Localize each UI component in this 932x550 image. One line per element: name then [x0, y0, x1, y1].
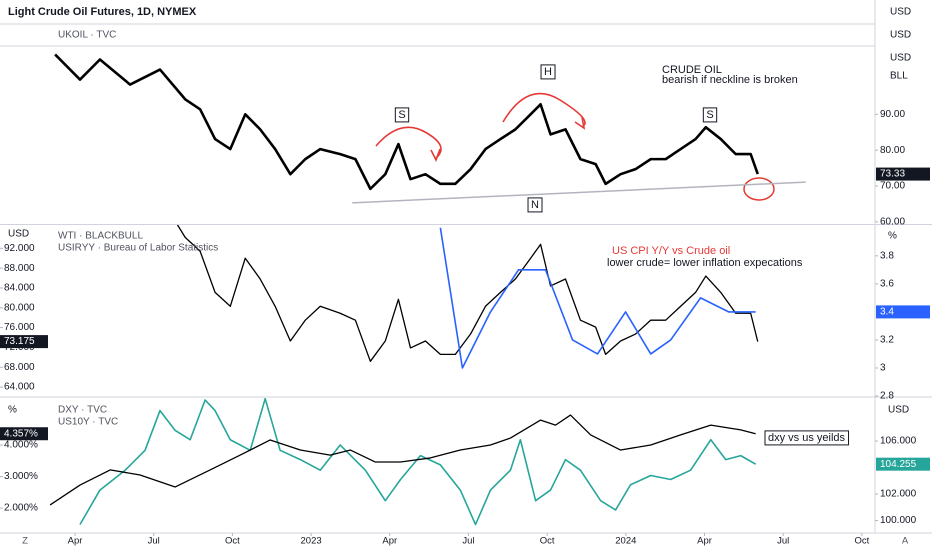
y-tick-label: 64.000	[4, 382, 35, 393]
scale-label: USD	[888, 405, 909, 416]
annotation: N	[531, 199, 539, 211]
label-box	[527, 197, 543, 213]
y2-tick-label: 100.000	[880, 515, 917, 526]
last-value-label: 3.4	[880, 307, 894, 318]
x-tick-label: Oct	[540, 536, 555, 547]
arrow-head	[430, 148, 441, 163]
scale-label: BLL	[890, 71, 908, 82]
annotation: lower crude= lower inflation expecations	[607, 257, 803, 269]
scale-button: A	[902, 536, 909, 547]
y2-tick-label: 3.2	[880, 335, 894, 346]
label-box	[702, 107, 718, 123]
x-tick-label: Oct	[225, 536, 240, 547]
legend-entry: WTI · BLACKBULL	[58, 231, 143, 242]
y-tick-label: 90.00	[880, 109, 905, 120]
y-tick-label: 80.00	[880, 145, 905, 156]
y-tick-label: 68.000	[4, 362, 35, 373]
y2-tick-label: 106.000	[880, 436, 917, 447]
legend-entry: US10Y · TVC	[58, 417, 118, 428]
x-tick-label: Jul	[148, 536, 160, 547]
series-line	[79, 398, 757, 526]
x-tick-label: Apr	[68, 536, 83, 547]
last-value-label: 73.175	[4, 336, 35, 347]
annotation: H	[544, 66, 552, 78]
y2-tick-label: 102.000	[880, 489, 917, 500]
scale-label: USD	[8, 229, 29, 240]
series-line	[54, 53, 759, 191]
y-tick-label: 70.00	[880, 181, 905, 192]
last-value-box	[876, 305, 930, 319]
annotation: S	[706, 109, 713, 121]
panes: USD USD USD BLL 60.00 70.00 80.00 90.00 UKOIL · …	[0, 7, 930, 547]
y-tick-label: 80.000	[4, 302, 35, 313]
x-tick-label: 2024	[615, 536, 636, 547]
pattern-arrows	[375, 92, 586, 163]
y2-tick-label: 3.6	[880, 279, 894, 290]
series-line	[176, 225, 759, 362]
last-value-label: 73.33	[880, 169, 905, 180]
label-box	[764, 430, 850, 446]
last-value-box	[876, 167, 930, 181]
chart-title: Light Crude Oil Futures, 1D, NYMEX	[8, 6, 197, 18]
series-line	[439, 227, 756, 369]
last-value-box	[876, 457, 930, 471]
break-circle	[743, 177, 775, 201]
neckline	[352, 181, 806, 204]
arrow	[502, 92, 586, 127]
x-tick-label: Apr	[382, 536, 397, 547]
y-tick-label: 60.00	[880, 216, 905, 227]
x-tick-label: Jul	[777, 536, 789, 547]
y2-tick-label: 2.8	[880, 391, 894, 402]
annotation: dxy vs us yeilds	[768, 432, 846, 444]
scale-label: USD	[890, 7, 911, 18]
annotation: bearish if neckline is broken	[662, 74, 798, 86]
y-tick-label: 76.000	[4, 322, 35, 333]
last-value-label: 104.255	[880, 459, 917, 470]
y-tick-label: 3.000%	[4, 471, 38, 482]
annotation: S	[398, 109, 405, 121]
annotation: US CPI Y/Y vs Crude oil	[612, 245, 730, 257]
last-value-label: 4.357%	[4, 428, 38, 439]
y-tick-label: 2.000%	[4, 503, 38, 514]
scale-label: USD	[890, 30, 911, 41]
x-tick-label: Oct	[854, 536, 869, 547]
legend-entry: DXY · TVC	[58, 405, 107, 416]
label-box	[540, 64, 556, 80]
y2-tick-label: 3.8	[880, 250, 894, 261]
y-tick-label: 92.000	[4, 243, 35, 254]
last-value-box	[0, 335, 48, 349]
series-line	[49, 414, 756, 506]
x-tick-label: Apr	[697, 536, 712, 547]
y-tick-label: 88.000	[4, 263, 35, 274]
arrow-head	[574, 116, 586, 130]
x-tick-label: Jul	[462, 536, 474, 547]
label-box	[394, 107, 410, 123]
scale-label: %	[8, 405, 17, 416]
last-value-box	[0, 427, 48, 441]
legend-entry: UKOIL · TVC	[58, 30, 116, 41]
scale-button: Z	[22, 536, 28, 547]
y2-tick-label: 3	[880, 363, 886, 374]
y-tick-label: 4.000%	[4, 440, 38, 451]
annotation: CRUDE OIL	[662, 64, 722, 76]
scale-label: USD	[890, 53, 911, 64]
scale-label: %	[888, 231, 897, 242]
legend-entry: USIRYY · Bureau of Labor Statistics	[58, 243, 218, 254]
y-tick-label: 84.000	[4, 283, 35, 294]
arrow	[375, 126, 442, 159]
x-tick-label: 2023	[301, 536, 322, 547]
